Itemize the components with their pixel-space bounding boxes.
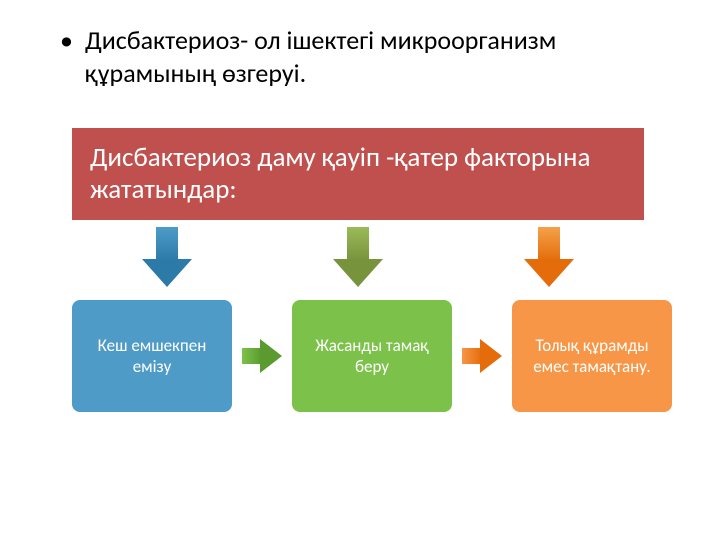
arrow-down-2-head bbox=[333, 259, 383, 287]
title-banner-text: Дисбактериоз даму қауіп -қатер факторына… bbox=[90, 142, 626, 207]
boxes-row: Кеш емшекпен емізу Жасанды тамақ беру То… bbox=[72, 296, 672, 416]
arrow-right-2 bbox=[462, 339, 502, 373]
info-box-2: Жасанды тамақ беру bbox=[292, 300, 452, 412]
arrow-down-1-shaft bbox=[156, 227, 178, 261]
arrow-right-2-shaft bbox=[462, 348, 482, 364]
arrow-down-3-shaft bbox=[538, 227, 560, 261]
arrow-right-1 bbox=[242, 339, 282, 373]
arrow-down-3-head bbox=[524, 259, 574, 287]
arrow-down-2-shaft bbox=[347, 227, 369, 261]
info-box-1-label: Кеш емшекпен емізу bbox=[80, 335, 224, 378]
down-arrows-row bbox=[72, 222, 644, 292]
info-box-3-label: Толық құрамды емес тамақтану. bbox=[520, 335, 664, 378]
arrow-right-2-head bbox=[480, 339, 502, 373]
arrow-right-1-head bbox=[260, 339, 282, 373]
arrow-down-3 bbox=[524, 227, 574, 287]
info-box-1: Кеш емшекпен емізу bbox=[72, 300, 232, 412]
bullet-paragraph: • Дисбактериоз- ол ішектегі микроорганиз… bbox=[60, 24, 660, 89]
arrow-right-1-shaft bbox=[242, 348, 262, 364]
title-banner: Дисбактериоз даму қауіп -қатер факторына… bbox=[72, 128, 644, 220]
bullet-marker: • bbox=[60, 24, 73, 89]
info-box-2-label: Жасанды тамақ беру bbox=[300, 335, 444, 378]
bullet-text-content: Дисбактериоз- ол ішектегі микроорганизм … bbox=[85, 24, 660, 89]
info-box-3: Толық құрамды емес тамақтану. bbox=[512, 300, 672, 412]
arrow-down-1-head bbox=[142, 259, 192, 287]
arrow-down-2 bbox=[333, 227, 383, 287]
arrow-down-1 bbox=[142, 227, 192, 287]
